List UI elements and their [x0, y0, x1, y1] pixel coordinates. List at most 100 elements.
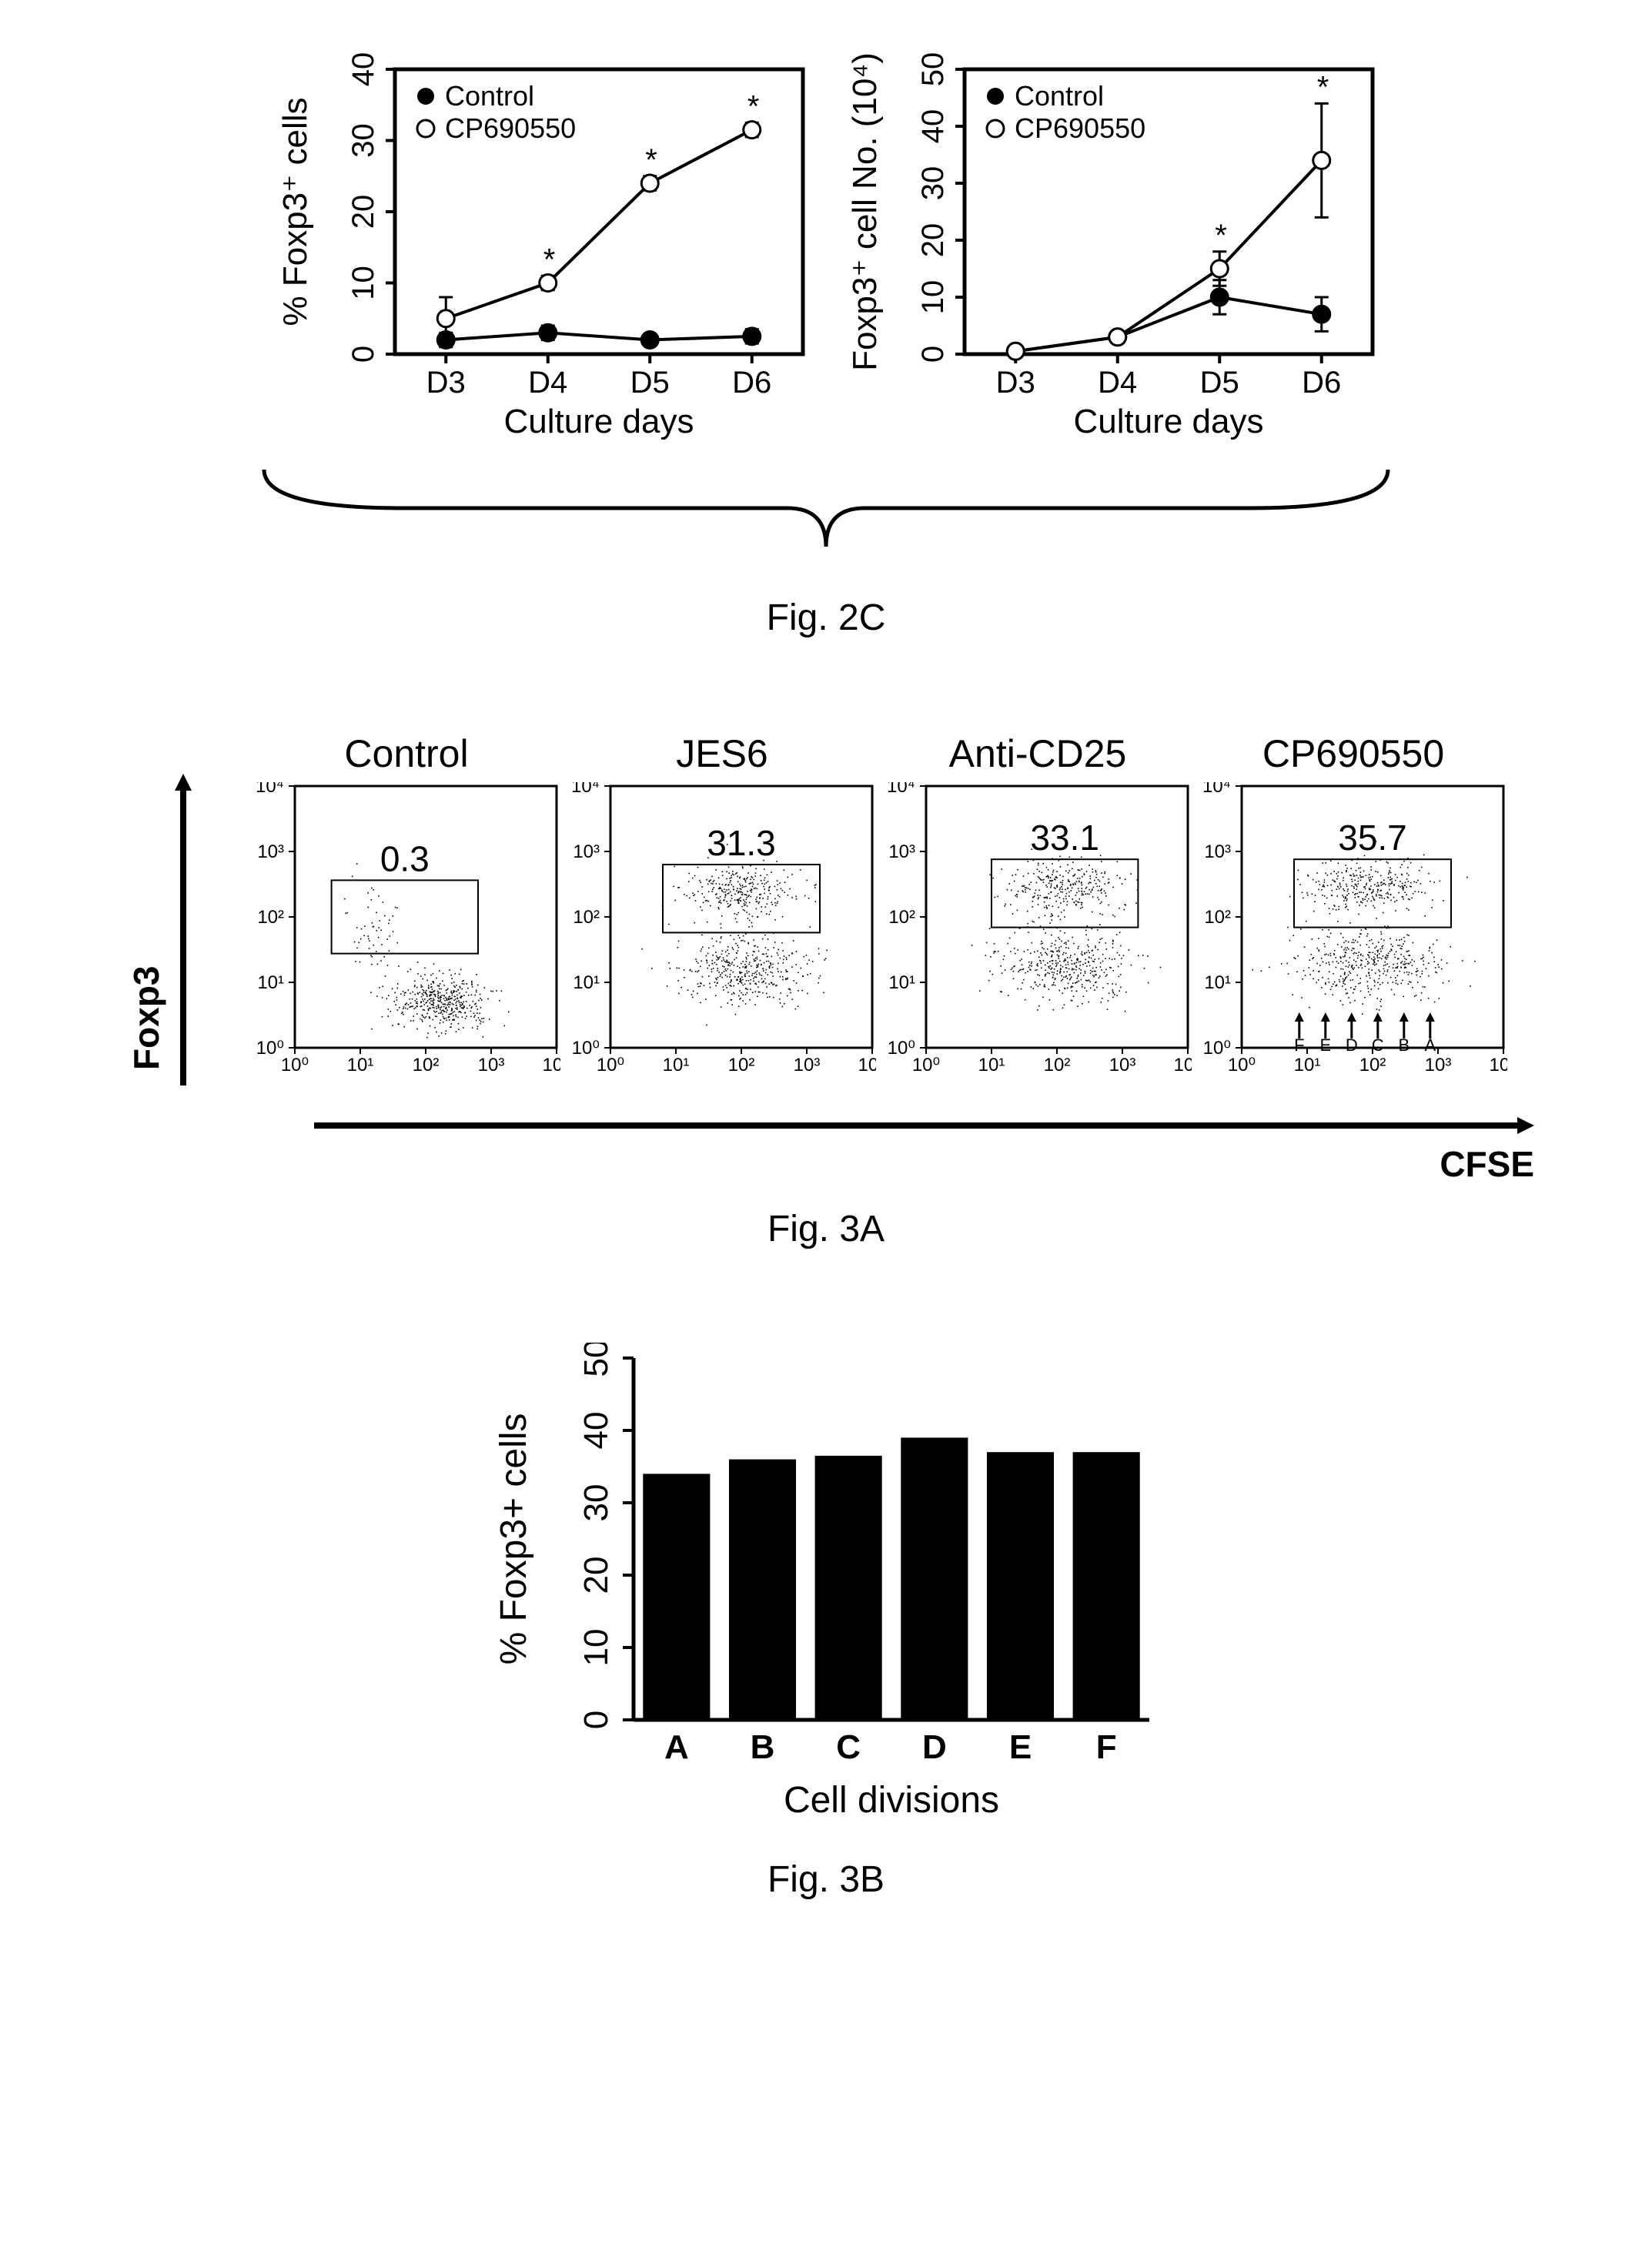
fig3a-plot-row: Control10⁰10⁰10¹10¹10²10²10³10³10⁴10⁴0.3… [202, 731, 1557, 1090]
svg-text:Culture days: Culture days [1073, 403, 1263, 440]
svg-text:Foxp3⁺ cell No. (10⁴): Foxp3⁺ cell No. (10⁴) [846, 52, 884, 371]
svg-text:0.3: 0.3 [380, 838, 430, 878]
svg-text:30: 30 [577, 1484, 615, 1522]
svg-text:% Foxp3⁺ cells: % Foxp3⁺ cells [276, 97, 314, 326]
svg-text:10³: 10³ [1425, 1055, 1452, 1075]
svg-text:Culture days: Culture days [503, 403, 694, 440]
svg-text:10²: 10² [1359, 1055, 1386, 1075]
svg-text:*: * [747, 89, 760, 123]
svg-text:40: 40 [916, 109, 950, 144]
facs-plot-1: JES610⁰10⁰10¹10¹10²10²10³10³10⁴10⁴31.3 [568, 731, 876, 1090]
svg-text:10⁰: 10⁰ [597, 1055, 624, 1075]
fig3a-xaxis-row: CFSE [202, 1102, 1557, 1185]
svg-text:D5: D5 [630, 366, 670, 400]
facs-plot-2: Anti-CD2510⁰10⁰10¹10¹10²10²10³10³10⁴10⁴3… [884, 731, 1192, 1090]
svg-text:10⁴: 10⁴ [1173, 1055, 1192, 1075]
svg-text:10³: 10³ [1109, 1055, 1136, 1075]
svg-text:10²: 10² [1204, 907, 1231, 928]
fig3b-caption: Fig. 3B [480, 1858, 1172, 1901]
fig3b-chart: 01020304050% Foxp3+ cellsABCDEFCell divi… [480, 1343, 1172, 1835]
svg-text:10⁰: 10⁰ [256, 1038, 284, 1059]
svg-text:Control: Control [445, 80, 534, 112]
svg-text:10: 10 [916, 280, 950, 315]
svg-text:10¹: 10¹ [978, 1055, 1005, 1075]
svg-text:D6: D6 [1302, 366, 1341, 400]
fig2c-chart-row: 010203040D3D4D5D6% Foxp3⁺ cellsCulture d… [210, 46, 1442, 447]
svg-text:10⁴: 10⁴ [858, 1055, 876, 1075]
svg-text:20: 20 [577, 1557, 615, 1594]
svg-text:10⁰: 10⁰ [281, 1055, 309, 1075]
svg-text:31.3: 31.3 [707, 823, 776, 863]
fig2c-brace [210, 462, 1442, 574]
facs-plot-0: Control10⁰10⁰10¹10¹10²10²10³10³10⁴10⁴0.3 [252, 731, 560, 1090]
facs-title-2: Anti-CD25 [884, 731, 1192, 776]
facs-plot-3: CP69055010⁰10⁰10¹10¹10²10²10³10³10⁴10⁴35… [1199, 731, 1507, 1090]
fig2c-caption: Fig. 2C [210, 597, 1442, 639]
svg-text:0: 0 [346, 346, 380, 363]
svg-text:10⁴: 10⁴ [256, 782, 284, 797]
fig3a-xlabel: CFSE [1440, 1144, 1534, 1184]
svg-text:D3: D3 [426, 366, 466, 400]
svg-text:*: * [1317, 70, 1329, 104]
svg-text:F: F [1294, 1035, 1304, 1055]
svg-text:10³: 10³ [573, 841, 600, 862]
svg-text:0: 0 [916, 346, 950, 363]
svg-text:10²: 10² [888, 907, 915, 928]
svg-text:D3: D3 [996, 366, 1035, 400]
svg-text:10¹: 10¹ [663, 1055, 690, 1075]
svg-text:50: 50 [916, 52, 950, 87]
fig2c-chart2: 01020304050D3D4D5D6Foxp3⁺ cell No. (10⁴)… [834, 46, 1388, 447]
svg-text:10³: 10³ [794, 1055, 821, 1075]
svg-text:40: 40 [346, 52, 380, 87]
svg-text:10³: 10³ [1204, 841, 1231, 862]
svg-text:10¹: 10¹ [1294, 1055, 1321, 1075]
svg-text:10²: 10² [728, 1055, 755, 1075]
svg-text:33.1: 33.1 [1030, 818, 1099, 858]
svg-text:10²: 10² [1044, 1055, 1071, 1075]
svg-text:*: * [1215, 219, 1227, 253]
svg-text:50: 50 [577, 1343, 615, 1377]
svg-text:% Foxp3+ cells: % Foxp3+ cells [493, 1413, 534, 1665]
svg-text:10: 10 [577, 1629, 615, 1667]
svg-text:CP690550: CP690550 [1015, 112, 1145, 144]
svg-text:*: * [645, 143, 657, 177]
fig3a-caption: Fig. 3A [95, 1208, 1557, 1250]
svg-text:E: E [1009, 1728, 1032, 1766]
svg-text:A: A [1424, 1035, 1436, 1055]
svg-text:10⁴: 10⁴ [1202, 782, 1231, 797]
svg-text:10⁴: 10⁴ [542, 1055, 560, 1075]
svg-text:10¹: 10¹ [1204, 972, 1231, 993]
svg-text:10: 10 [346, 266, 380, 300]
svg-text:Cell divisions: Cell divisions [784, 1780, 999, 1821]
svg-text:B: B [1398, 1035, 1410, 1055]
svg-text:10⁴: 10⁴ [571, 782, 600, 797]
figure-3a: Foxp3 Control10⁰10⁰10¹10¹10²10²10³10³10⁴… [95, 731, 1557, 1250]
svg-text:10¹: 10¹ [573, 972, 600, 993]
svg-text:10¹: 10¹ [888, 972, 915, 993]
svg-text:10⁰: 10⁰ [1203, 1038, 1231, 1059]
svg-text:Control: Control [1015, 80, 1104, 112]
svg-text:10¹: 10¹ [347, 1055, 374, 1075]
svg-text:10³: 10³ [478, 1055, 505, 1075]
svg-text:A: A [664, 1728, 689, 1766]
svg-text:10⁰: 10⁰ [888, 1038, 915, 1059]
fig3a-y-arrow [172, 774, 195, 1089]
fig3a-ylabel: Foxp3 [125, 966, 167, 1070]
svg-text:D4: D4 [528, 366, 567, 400]
svg-text:*: * [543, 243, 556, 276]
svg-text:10¹: 10¹ [257, 972, 284, 993]
svg-text:10²: 10² [413, 1055, 440, 1075]
svg-text:C: C [1372, 1035, 1384, 1055]
svg-text:D4: D4 [1098, 366, 1137, 400]
svg-text:E: E [1319, 1035, 1331, 1055]
svg-text:F: F [1096, 1728, 1117, 1766]
svg-text:10⁰: 10⁰ [572, 1038, 600, 1059]
facs-title-1: JES6 [568, 731, 876, 776]
svg-text:D5: D5 [1200, 366, 1239, 400]
figure-2c: 010203040D3D4D5D6% Foxp3⁺ cellsCulture d… [210, 46, 1442, 639]
svg-text:C: C [836, 1728, 861, 1766]
svg-text:35.7: 35.7 [1338, 818, 1407, 858]
svg-text:CP690550: CP690550 [445, 112, 576, 144]
svg-text:10⁰: 10⁰ [1228, 1055, 1256, 1075]
svg-text:0: 0 [577, 1711, 615, 1729]
